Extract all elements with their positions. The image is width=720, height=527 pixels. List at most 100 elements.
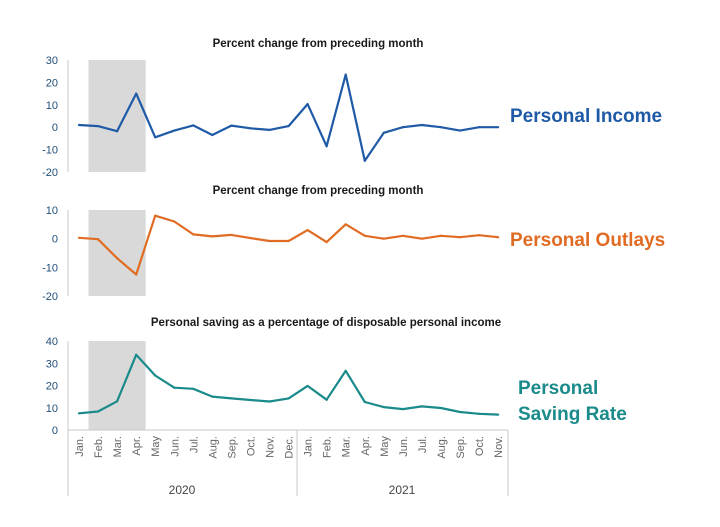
data-point bbox=[497, 236, 500, 239]
data-point bbox=[116, 400, 119, 403]
data-point bbox=[96, 410, 100, 413]
x-tick-label: Nov. bbox=[493, 436, 505, 458]
data-point bbox=[363, 400, 366, 404]
data-point bbox=[211, 395, 214, 398]
data-point bbox=[420, 405, 423, 408]
data-point bbox=[420, 123, 423, 127]
data-point bbox=[116, 257, 119, 260]
panel-personal-saving-rate: Personal saving as a percentage of dispo… bbox=[46, 317, 627, 437]
data-point bbox=[192, 124, 195, 127]
data-point bbox=[287, 239, 290, 243]
x-tick-label: Aug. bbox=[436, 436, 448, 459]
y-ticks-saving: 40 30 20 10 0 bbox=[46, 336, 58, 437]
y-ticks-income: 30 20 10 0 -10 -20 bbox=[42, 55, 58, 179]
panel-title-saving: Personal saving as a percentage of dispo… bbox=[151, 317, 501, 329]
y-tick-label: -10 bbox=[42, 145, 58, 157]
data-point bbox=[77, 123, 81, 127]
data-point bbox=[173, 220, 176, 223]
series-points-saving bbox=[77, 353, 500, 416]
data-point bbox=[401, 126, 404, 129]
data-point bbox=[211, 133, 214, 137]
data-point bbox=[96, 124, 100, 128]
data-point bbox=[192, 233, 195, 236]
x-tick-label: Feb. bbox=[322, 436, 334, 458]
data-point bbox=[458, 410, 462, 414]
y-tick-label: 10 bbox=[46, 403, 58, 415]
x-tick-label: Apr. bbox=[131, 436, 143, 456]
data-point bbox=[249, 127, 252, 130]
data-point bbox=[363, 234, 366, 237]
data-point bbox=[268, 400, 271, 403]
panel-personal-income: Percent change from preceding month 30 20… bbox=[42, 38, 662, 179]
data-point bbox=[458, 236, 462, 239]
data-point bbox=[268, 239, 271, 243]
data-point bbox=[401, 234, 404, 237]
data-point bbox=[306, 228, 309, 232]
data-point bbox=[439, 234, 443, 237]
data-point bbox=[382, 131, 385, 134]
data-point bbox=[477, 126, 481, 129]
data-point bbox=[344, 369, 347, 372]
x-tick-label: Feb. bbox=[93, 436, 105, 458]
series-points-outlays bbox=[77, 214, 500, 276]
y-tick-label: 40 bbox=[46, 336, 58, 348]
y-tick-label: 20 bbox=[46, 77, 58, 89]
data-point bbox=[439, 126, 443, 129]
data-point bbox=[382, 405, 385, 409]
data-point bbox=[325, 145, 328, 148]
data-point bbox=[173, 386, 176, 389]
data-point bbox=[287, 397, 290, 400]
x-tick-label: May bbox=[379, 436, 391, 457]
data-point bbox=[249, 398, 252, 402]
data-point bbox=[306, 103, 309, 106]
y-ticks-outlays: 10 0 -10 -20 bbox=[42, 205, 58, 303]
data-point bbox=[249, 236, 252, 240]
data-point bbox=[439, 406, 443, 410]
y-tick-label: 10 bbox=[46, 100, 58, 112]
data-point bbox=[154, 374, 157, 377]
y-tick-label: 10 bbox=[46, 205, 58, 217]
y-tick-label: 0 bbox=[52, 122, 58, 134]
data-point bbox=[173, 129, 176, 132]
data-point bbox=[477, 412, 481, 415]
data-point bbox=[458, 129, 462, 132]
panel-personal-outlays: Percent change from preceding month 10 0 -… bbox=[42, 185, 665, 303]
data-point bbox=[116, 130, 119, 133]
data-point bbox=[230, 397, 233, 400]
data-point bbox=[135, 273, 138, 276]
x-tick-label: Sep. bbox=[226, 436, 238, 459]
data-point bbox=[230, 233, 233, 237]
data-point bbox=[497, 126, 500, 129]
y-tick-label: -10 bbox=[42, 262, 58, 274]
x-tick-label: Jan. bbox=[303, 436, 315, 457]
x-tick-label: Jul. bbox=[188, 436, 200, 453]
y-tick-label: -20 bbox=[42, 291, 58, 303]
x-tick-label: Apr. bbox=[360, 436, 372, 456]
recession-shade-income bbox=[88, 60, 146, 172]
data-point bbox=[268, 128, 271, 131]
data-point bbox=[497, 413, 500, 416]
x-tick-label: Oct. bbox=[245, 436, 257, 456]
data-point bbox=[401, 407, 404, 411]
y-tick-label: 20 bbox=[46, 381, 58, 393]
data-point bbox=[325, 241, 328, 244]
x-tick-label: May bbox=[150, 436, 162, 457]
data-point bbox=[77, 412, 81, 415]
y-tick-label: 30 bbox=[46, 55, 58, 67]
series-points-income bbox=[77, 73, 500, 162]
data-point bbox=[344, 223, 347, 226]
x-tick-label: Jan. bbox=[74, 436, 86, 457]
x-tick-label: Nov. bbox=[265, 436, 277, 458]
panel-title-outlays: Percent change from preceding month bbox=[213, 185, 424, 197]
data-point bbox=[154, 214, 157, 217]
x-axis: Jan. Feb. Mar. Apr. May Jun. Jul. Aug. Sep. Oct. N… bbox=[67, 429, 509, 497]
data-point bbox=[77, 236, 81, 239]
data-point bbox=[135, 92, 138, 95]
x-tick-label: Aug. bbox=[207, 436, 219, 459]
data-point bbox=[287, 124, 290, 128]
x-tick-label: Sep. bbox=[455, 436, 467, 459]
x-tick-label: Dec. bbox=[284, 436, 296, 459]
y-tick-label: 0 bbox=[52, 425, 58, 437]
x-tick-label: Mar. bbox=[112, 436, 124, 457]
